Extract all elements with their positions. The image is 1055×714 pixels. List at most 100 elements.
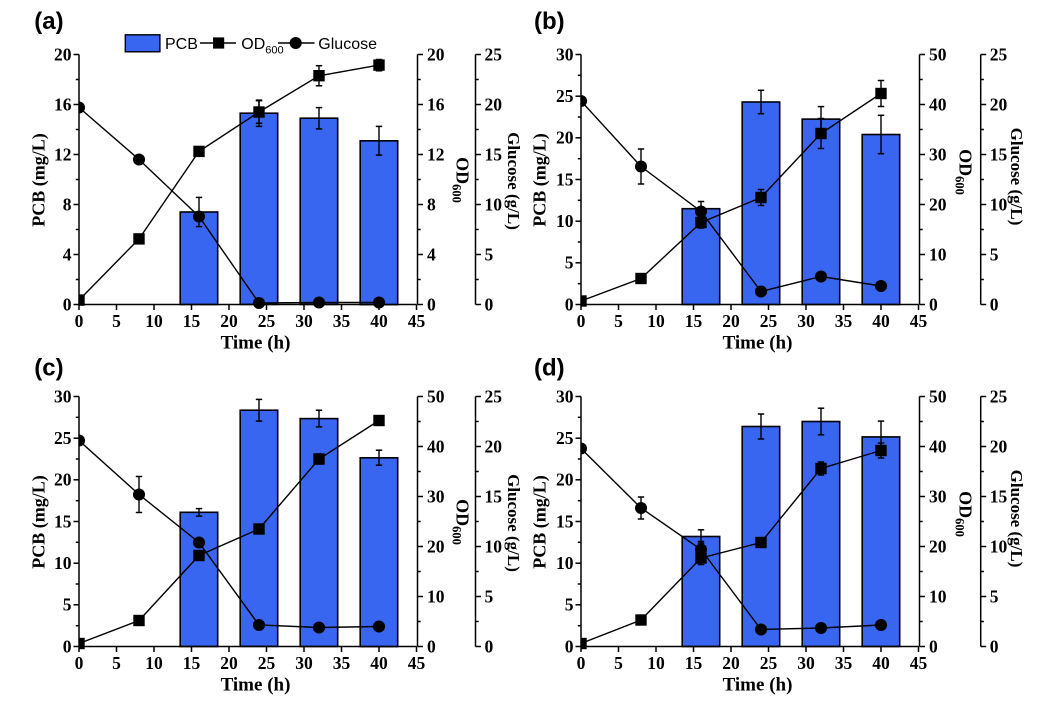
svg-text:10: 10 (929, 244, 947, 264)
svg-text:45: 45 (408, 653, 426, 673)
svg-text:0: 0 (577, 653, 586, 673)
svg-text:PCB (mg/L): PCB (mg/L) (530, 475, 551, 569)
svg-text:30: 30 (54, 386, 72, 406)
svg-text:30: 30 (929, 144, 947, 164)
svg-text:0: 0 (990, 636, 999, 656)
svg-text:10: 10 (427, 586, 445, 606)
svg-text:20: 20 (54, 44, 72, 64)
svg-text:5: 5 (614, 311, 623, 331)
svg-text:15: 15 (183, 653, 201, 673)
svg-text:25: 25 (556, 428, 574, 448)
svg-text:PCB (mg/L): PCB (mg/L) (530, 133, 551, 227)
svg-text:25: 25 (990, 44, 1008, 64)
svg-text:25: 25 (54, 428, 72, 448)
svg-text:25: 25 (485, 386, 503, 406)
svg-text:0: 0 (565, 294, 574, 314)
svg-text:20: 20 (556, 470, 574, 490)
svg-text:5: 5 (990, 244, 999, 264)
svg-text:0: 0 (929, 294, 938, 314)
svg-text:(a): (a) (34, 8, 63, 35)
svg-text:(c): (c) (34, 355, 63, 382)
svg-text:0: 0 (63, 294, 72, 314)
svg-text:8: 8 (427, 194, 436, 214)
svg-text:20: 20 (220, 653, 238, 673)
svg-text:8: 8 (63, 194, 72, 214)
svg-text:12: 12 (427, 144, 445, 164)
svg-text:10: 10 (647, 311, 665, 331)
svg-text:0: 0 (577, 311, 586, 331)
svg-text:30: 30 (556, 386, 574, 406)
svg-text:15: 15 (685, 311, 703, 331)
svg-text:30: 30 (295, 653, 313, 673)
svg-text:(d): (d) (534, 355, 565, 382)
svg-text:40: 40 (370, 311, 388, 331)
svg-text:PCB: PCB (165, 36, 198, 53)
svg-text:35: 35 (835, 653, 853, 673)
svg-text:PCB (mg/L): PCB (mg/L) (29, 133, 50, 227)
svg-text:20: 20 (485, 436, 503, 456)
svg-text:10: 10 (647, 653, 665, 673)
svg-text:45: 45 (910, 653, 928, 673)
svg-text:10: 10 (485, 194, 503, 214)
svg-text:0: 0 (565, 636, 574, 656)
svg-text:20: 20 (556, 128, 574, 148)
svg-text:15: 15 (990, 144, 1008, 164)
svg-text:40: 40 (370, 653, 388, 673)
svg-text:5: 5 (565, 253, 574, 273)
svg-text:15: 15 (556, 511, 574, 531)
svg-text:5: 5 (614, 653, 623, 673)
svg-text:50: 50 (929, 44, 947, 64)
svg-text:15: 15 (485, 486, 503, 506)
svg-text:PCB (mg/L): PCB (mg/L) (29, 475, 50, 569)
svg-text:Glucose: Glucose (318, 36, 377, 53)
svg-text:5: 5 (112, 311, 121, 331)
svg-text:25: 25 (990, 386, 1008, 406)
svg-text:Glucose (g/L): Glucose (g/L) (1007, 470, 1026, 568)
svg-text:35: 35 (835, 311, 853, 331)
svg-text:10: 10 (929, 586, 947, 606)
svg-text:16: 16 (427, 94, 445, 114)
svg-text:15: 15 (556, 169, 574, 189)
svg-text:40: 40 (929, 436, 947, 456)
svg-text:10: 10 (556, 211, 574, 231)
svg-text:0: 0 (75, 653, 84, 673)
svg-text:5: 5 (485, 586, 494, 606)
svg-text:40: 40 (929, 94, 947, 114)
svg-text:30: 30 (929, 486, 947, 506)
svg-text:40: 40 (872, 653, 890, 673)
svg-text:45: 45 (910, 311, 928, 331)
svg-text:35: 35 (333, 653, 351, 673)
svg-text:4: 4 (63, 244, 72, 264)
svg-text:0: 0 (427, 294, 436, 314)
svg-text:25: 25 (258, 311, 276, 331)
svg-text:20: 20 (929, 536, 947, 556)
svg-text:20: 20 (427, 536, 445, 556)
svg-text:50: 50 (427, 386, 445, 406)
svg-text:35: 35 (333, 311, 351, 331)
svg-text:16: 16 (54, 94, 72, 114)
svg-text:(b): (b) (534, 8, 565, 35)
svg-text:0: 0 (485, 294, 494, 314)
svg-text:5: 5 (990, 586, 999, 606)
svg-text:Time (h): Time (h) (221, 333, 291, 354)
svg-text:0: 0 (929, 636, 938, 656)
svg-text:20: 20 (722, 653, 740, 673)
svg-text:20: 20 (54, 470, 72, 490)
svg-text:Glucose (g/L): Glucose (g/L) (1007, 128, 1026, 226)
svg-text:30: 30 (427, 486, 445, 506)
svg-text:4: 4 (427, 244, 436, 264)
svg-text:0: 0 (990, 294, 999, 314)
svg-text:15: 15 (485, 144, 503, 164)
svg-text:25: 25 (485, 44, 503, 64)
svg-text:12: 12 (54, 144, 72, 164)
svg-text:Glucose (g/L): Glucose (g/L) (504, 132, 523, 230)
svg-text:10: 10 (54, 553, 72, 573)
svg-text:45: 45 (408, 311, 426, 331)
svg-text:Glucose (g/L): Glucose (g/L) (504, 474, 523, 572)
svg-text:25: 25 (258, 653, 276, 673)
svg-text:5: 5 (112, 653, 121, 673)
svg-text:20: 20 (220, 311, 238, 331)
svg-text:Time (h): Time (h) (723, 333, 793, 354)
svg-text:20: 20 (427, 44, 445, 64)
svg-text:5: 5 (565, 595, 574, 615)
